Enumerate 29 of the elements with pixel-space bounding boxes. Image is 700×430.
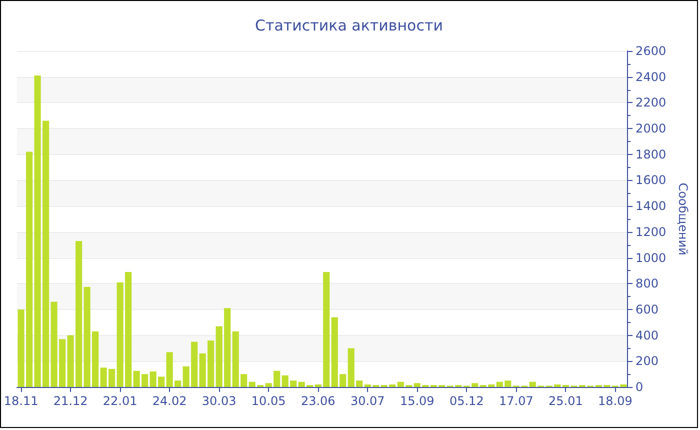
y-tick-label: 400 [636,328,658,342]
y-tick-label: 2200 [636,96,666,110]
x-tick-label: 15.09 [400,394,434,408]
y-tick-label: 1400 [636,199,666,214]
y-axis-title: Сообщений [676,182,690,256]
y-tick-label: 200 [636,354,658,368]
y-tick-label: 1200 [636,224,666,239]
y-tick-label: 1600 [636,173,666,188]
x-tick-label: 30.07 [350,394,385,408]
x-tick-label: 25.01 [548,394,583,408]
chart-title: Статистика активности [255,16,443,34]
x-tick-label: 21.12 [53,394,88,408]
y-tick-label: 2400 [636,70,666,84]
x-tick-label: 23.06 [300,394,336,408]
x-tick-label: 17.07 [498,394,534,408]
x-tick-label: 05.12 [449,394,484,408]
y-tick-label: 1800 [636,147,666,162]
x-tick-label: 10.05 [251,394,286,408]
y-tick-label: 1000 [636,250,666,265]
x-tick-label: 24.02 [152,394,187,408]
y-tick-label: 800 [636,276,658,291]
x-tick-label: 18.09 [598,394,632,408]
y-tick-label: 600 [636,302,658,316]
x-tick-label: 18.11 [4,394,38,408]
y-tick-label: 2600 [636,44,666,58]
y-tick-label: 2000 [636,122,666,136]
x-tick-label: 30.03 [202,394,236,408]
x-tick-label: 22.01 [102,394,138,408]
y-tick-label: 0 [636,380,644,394]
